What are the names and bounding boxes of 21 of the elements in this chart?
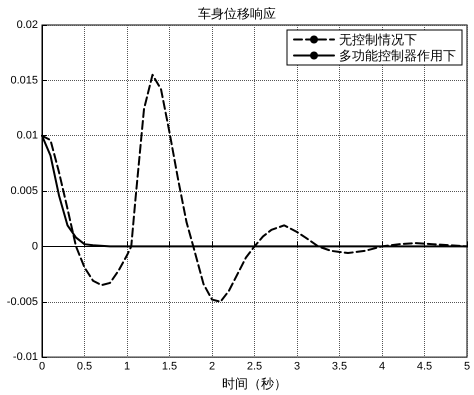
legend-label: 多功能控制器作用下	[339, 48, 456, 63]
x-axis-title: 时间（秒）	[222, 376, 287, 391]
x-tick-label: 2.5	[246, 360, 262, 373]
x-tick-label: 5	[464, 360, 470, 373]
y-tick-label: -0.01	[12, 351, 38, 364]
x-tick-label: 3	[294, 360, 300, 373]
x-tick-label: 1.5	[162, 360, 178, 373]
legend-label: 无控制情况下	[339, 32, 417, 47]
y-tick-label: 0.01	[16, 130, 38, 142]
y-tick-label: 0	[32, 240, 38, 252]
y-tick-label: 0.015	[10, 74, 38, 86]
x-tick-label: 4	[378, 360, 386, 373]
y-tick-label: 0.005	[10, 185, 38, 198]
chart-title: 车身位移响应	[198, 6, 276, 21]
y-tick-label: 0.02	[16, 19, 38, 31]
x-tick-label: 4.5	[416, 360, 432, 373]
x-tick-label: 1	[124, 360, 130, 373]
x-tick-label: 3.5	[332, 360, 348, 373]
x-tick-label: 2	[208, 360, 216, 373]
y-tick-label: -0.005	[6, 296, 38, 308]
x-tick-label: 0.5	[76, 360, 92, 373]
